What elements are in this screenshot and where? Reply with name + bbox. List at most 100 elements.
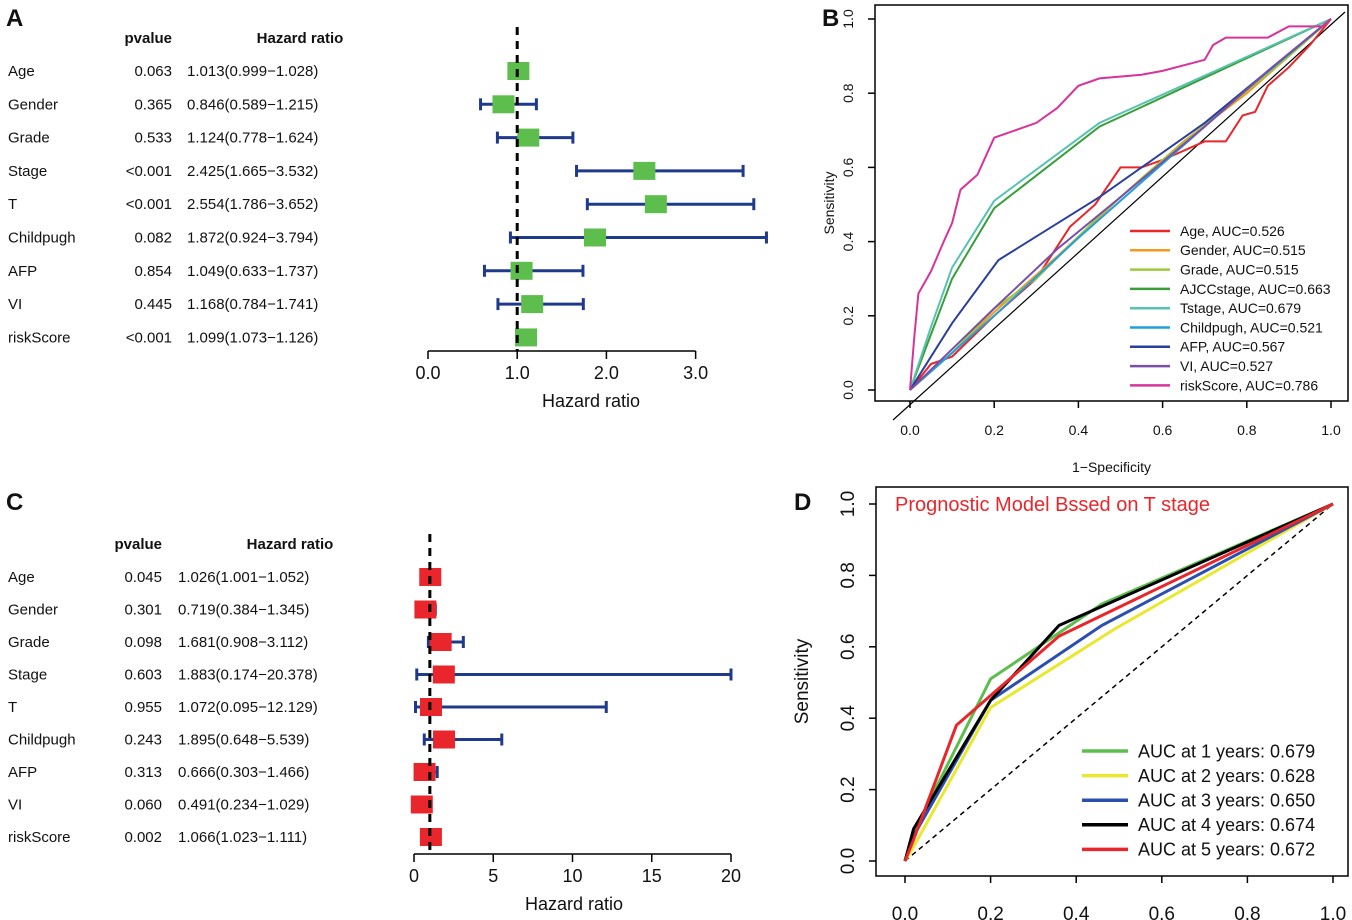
row-label-t: T bbox=[8, 196, 17, 213]
row-label-vi: VI bbox=[8, 296, 22, 313]
pvalue-age: 0.063 bbox=[134, 63, 172, 80]
row-label-childpugh: Childpugh bbox=[8, 230, 76, 247]
hr-box-riskscore bbox=[515, 328, 538, 347]
row-label-riskscore: riskScore bbox=[8, 329, 71, 346]
row-label-age: Age bbox=[8, 63, 35, 80]
hr-text-childpugh: 1.872(0.924−3.794) bbox=[187, 230, 318, 247]
diagonal-reference bbox=[904, 503, 1334, 862]
x-tick-label: 10 bbox=[562, 866, 582, 886]
x-tick-label: 0.2 bbox=[977, 904, 1003, 920]
hr-text-grade: 1.681(0.908−3.112) bbox=[178, 634, 308, 651]
legend-label-4: AUC at 4 years: 0.674 bbox=[1138, 815, 1315, 835]
hr-box-afp bbox=[413, 763, 436, 781]
row-label-afp: AFP bbox=[8, 263, 37, 280]
hr-text-grade: 1.124(0.778−1.624) bbox=[187, 130, 318, 147]
legend-label-5: AUC at 5 years: 0.672 bbox=[1138, 840, 1315, 860]
hr-header: Hazard ratio bbox=[257, 30, 344, 47]
panel-label-c: C bbox=[6, 489, 23, 516]
y-axis-label: Sensitivity bbox=[792, 638, 813, 724]
x-tick-label: 0.8 bbox=[1234, 904, 1260, 920]
pvalue-gender: 0.301 bbox=[124, 602, 162, 619]
hr-header: Hazard ratio bbox=[247, 536, 334, 553]
legend-label-9: riskScore, AUC=0.786 bbox=[1180, 377, 1318, 393]
x-tick-label: 1.0 bbox=[1321, 422, 1341, 438]
pvalue-afp: 0.854 bbox=[134, 263, 172, 280]
row-label-stage: Stage bbox=[8, 667, 47, 684]
pvalue-stage: <0.001 bbox=[126, 163, 172, 180]
roc-plot-b: 0.0 0.0 0.2 0.2 0.4 0.4 0.6 0.6 0.8 0.8 1.0 1.0 Sens… bbox=[821, 4, 1349, 475]
roc-curve-4 bbox=[909, 18, 1332, 391]
y-tick-label: 0.8 bbox=[840, 83, 856, 103]
y-tick-label: 0.6 bbox=[838, 634, 859, 660]
hr-box-gender bbox=[414, 600, 437, 619]
x-tick-label: 1.0 bbox=[1320, 904, 1346, 920]
hr-text-t: 2.554(1.786−3.652) bbox=[187, 196, 318, 213]
legend-label-7: AFP, AUC=0.567 bbox=[1180, 339, 1285, 355]
x-tick-label: 0.0 bbox=[900, 422, 920, 438]
legend-label-5: Tstage, AUC=0.679 bbox=[1180, 300, 1301, 316]
pvalue-afp: 0.313 bbox=[124, 764, 162, 781]
roc-curve-2 bbox=[903, 502, 1334, 862]
roc-curve-8 bbox=[909, 18, 1332, 391]
hr-text-afp: 1.049(0.633−1.737) bbox=[187, 263, 318, 280]
roc-plot-d: 0.0 0.0 0.2 0.2 0.4 0.4 0.6 0.6 0.8 0.8 1.0 1.0 Sens… bbox=[792, 486, 1349, 920]
legend-label-3: AUC at 3 years: 0.650 bbox=[1138, 791, 1315, 811]
panel-label-a: A bbox=[6, 5, 23, 32]
x-tick-label: 2.0 bbox=[594, 363, 619, 383]
y-tick-label: 1.0 bbox=[840, 9, 856, 29]
hr-text-gender: 0.846(0.589−1.215) bbox=[187, 96, 318, 113]
pvalue-header: pvalue bbox=[124, 30, 172, 47]
hr-text-riskscore: 1.099(1.073−1.126) bbox=[187, 329, 318, 346]
row-label-stage: Stage bbox=[8, 163, 47, 180]
pvalue-gender: 0.365 bbox=[134, 96, 172, 113]
y-tick-label: 0.0 bbox=[838, 848, 859, 874]
row-label-vi: VI bbox=[8, 797, 22, 814]
y-axis-label: Sensitivity bbox=[821, 171, 837, 234]
hr-text-childpugh: 1.895(0.648−5.539) bbox=[178, 732, 309, 749]
hr-text-age: 1.013(0.999−1.028) bbox=[187, 63, 318, 80]
plot-frame bbox=[874, 4, 1349, 402]
roc-curve-5 bbox=[903, 502, 1334, 862]
y-tick-label: 0.0 bbox=[840, 380, 856, 400]
x-tick-label: 15 bbox=[642, 866, 662, 886]
x-axis-label: Hazard ratio bbox=[525, 894, 623, 914]
hr-text-vi: 0.491(0.234−1.029) bbox=[178, 797, 309, 814]
pvalue-stage: 0.603 bbox=[124, 667, 162, 684]
hr-text-stage: 2.425(1.665−3.532) bbox=[187, 163, 318, 180]
y-tick-label: 0.2 bbox=[838, 776, 859, 802]
x-tick-label: 3.0 bbox=[683, 363, 708, 383]
hr-box-grade bbox=[429, 633, 452, 651]
y-tick-label: 0.8 bbox=[838, 562, 859, 588]
x-tick-label: 0.0 bbox=[415, 363, 440, 383]
legend-label-2: AUC at 2 years: 0.628 bbox=[1138, 766, 1315, 786]
y-tick-label: 0.6 bbox=[840, 157, 856, 177]
legend-label-1: Age, AUC=0.526 bbox=[1180, 223, 1285, 239]
x-tick-label: 0.8 bbox=[1237, 422, 1257, 438]
row-label-riskscore: riskScore bbox=[8, 829, 71, 846]
pvalue-riskscore: <0.001 bbox=[126, 329, 172, 346]
x-axis-label: Hazard ratio bbox=[542, 391, 640, 411]
y-tick-label: 0.4 bbox=[838, 705, 859, 732]
hr-box-vi bbox=[521, 295, 544, 314]
legend-label-1: AUC at 1 years: 0.679 bbox=[1138, 741, 1315, 761]
legend-label-6: Childpugh, AUC=0.521 bbox=[1180, 319, 1323, 335]
hr-box-afp bbox=[510, 261, 533, 280]
row-label-grade: Grade bbox=[8, 130, 50, 147]
pvalue-t: <0.001 bbox=[126, 196, 172, 213]
x-tick-label: 0.2 bbox=[984, 422, 1004, 438]
legend-label-4: AJCCstage, AUC=0.663 bbox=[1180, 281, 1331, 297]
legend-label-2: Gender, AUC=0.515 bbox=[1180, 242, 1306, 258]
legend-label-3: Grade, AUC=0.515 bbox=[1180, 262, 1299, 278]
pvalue-vi: 0.060 bbox=[124, 797, 162, 814]
hr-box-gender bbox=[492, 95, 515, 114]
diagonal-reference bbox=[892, 11, 1346, 421]
y-tick-label: 0.4 bbox=[840, 232, 856, 252]
pvalue-childpugh: 0.243 bbox=[124, 732, 162, 749]
x-tick-label: 0.0 bbox=[892, 904, 918, 920]
x-axis-label: 1−Specificity bbox=[1072, 459, 1151, 475]
plot-frame bbox=[875, 486, 1349, 877]
hr-text-gender: 0.719(0.384−1.345) bbox=[178, 602, 309, 619]
hr-text-vi: 1.168(0.784−1.741) bbox=[187, 296, 318, 313]
roc-curve-9 bbox=[909, 18, 1332, 391]
